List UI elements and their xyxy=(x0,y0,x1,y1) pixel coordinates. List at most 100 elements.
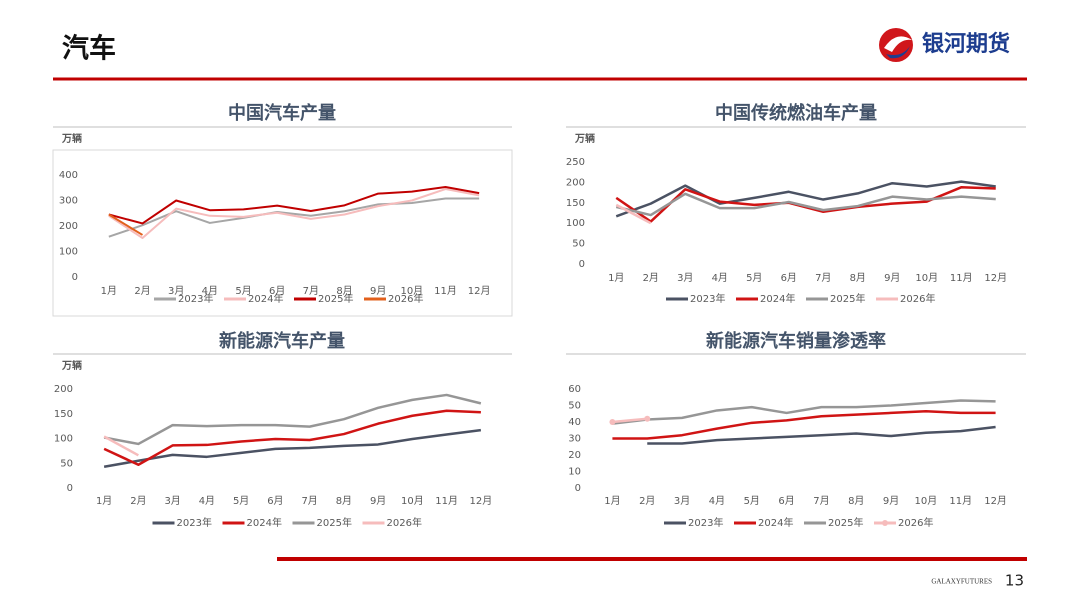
series-line xyxy=(103,435,139,457)
y-tick-label: 20 xyxy=(568,450,581,461)
x-tick-label: 7月 xyxy=(303,285,319,297)
series-line xyxy=(108,188,480,239)
legend-label: 2025年 xyxy=(830,292,865,305)
y-tick-label: 0 xyxy=(72,272,78,283)
chart-title: 新能源汽车销量渗透率 xyxy=(706,330,886,352)
chart-frame xyxy=(52,149,513,317)
x-tick-label: 3月 xyxy=(677,272,693,284)
x-tick-label: 9月 xyxy=(884,272,900,284)
y-tick-label: 100 xyxy=(54,434,73,445)
y-tick-label: 0 xyxy=(575,483,581,494)
legend-marker xyxy=(882,520,888,526)
legend-label: 2023年 xyxy=(177,516,212,529)
x-tick-label: 10月 xyxy=(915,495,938,507)
legend-label: 2026年 xyxy=(387,516,422,529)
x-tick-label: 11月 xyxy=(950,272,973,284)
x-tick-label: 2月 xyxy=(134,285,150,297)
y-tick-label: 200 xyxy=(59,221,78,232)
footer-brand: GALAXYFUTURES xyxy=(931,578,992,586)
legend-label: 2025年 xyxy=(828,516,863,529)
y-tick-label: 100 xyxy=(566,218,585,229)
series-line xyxy=(103,393,482,446)
x-tick-label: 12月 xyxy=(984,272,1007,284)
y-tick-label: 150 xyxy=(54,409,73,420)
x-tick-label: 4月 xyxy=(199,495,215,507)
y-tick-label: 250 xyxy=(566,157,585,168)
series-line xyxy=(108,185,480,225)
y-axis-label: 万辆 xyxy=(61,359,82,372)
x-tick-label: 3月 xyxy=(674,495,690,507)
logo-icon xyxy=(879,28,913,62)
legend-label: 2026年 xyxy=(900,292,935,305)
x-tick-label: 6月 xyxy=(267,495,283,507)
y-tick-label: 200 xyxy=(54,384,73,395)
series-line xyxy=(103,428,482,468)
x-tick-label: 6月 xyxy=(269,285,285,297)
chart-title: 中国传统燃油车产量 xyxy=(715,102,877,124)
y-tick-label: 50 xyxy=(568,401,581,412)
legend-label: 2024年 xyxy=(760,292,795,305)
legend-label: 2025年 xyxy=(318,292,353,305)
x-tick-label: 7月 xyxy=(301,495,317,507)
x-tick-label: 12月 xyxy=(984,495,1007,507)
series-line xyxy=(612,417,648,424)
legend-label: 2026年 xyxy=(898,516,933,529)
y-tick-label: 10 xyxy=(568,467,581,478)
x-tick-label: 7月 xyxy=(813,495,829,507)
x-tick-label: 5月 xyxy=(746,272,762,284)
x-tick-label: 1月 xyxy=(608,272,624,284)
x-tick-label: 1月 xyxy=(96,495,112,507)
legend-label: 2024年 xyxy=(248,292,283,305)
y-tick-label: 60 xyxy=(568,384,581,395)
x-tick-label: 8月 xyxy=(336,495,352,507)
y-tick-label: 40 xyxy=(568,417,581,428)
legend-label: 2023年 xyxy=(690,292,725,305)
y-tick-label: 50 xyxy=(572,239,585,250)
x-tick-label: 9月 xyxy=(883,495,899,507)
series-line xyxy=(647,425,996,445)
y-tick-label: 400 xyxy=(59,170,78,181)
x-tick-label: 8月 xyxy=(850,272,866,284)
x-tick-label: 5月 xyxy=(235,285,251,297)
x-tick-label: 5月 xyxy=(744,495,760,507)
x-tick-label: 3月 xyxy=(168,285,184,297)
series-line xyxy=(103,409,481,466)
x-tick-label: 2月 xyxy=(643,272,659,284)
series-marker xyxy=(609,419,616,425)
series-line xyxy=(612,410,996,440)
legend-label: 2024年 xyxy=(247,516,282,529)
x-tick-label: 10月 xyxy=(400,285,423,297)
x-tick-label: 4月 xyxy=(709,495,725,507)
y-axis-label: 万辆 xyxy=(574,132,595,145)
x-tick-label: 4月 xyxy=(712,272,728,284)
y-tick-label: 300 xyxy=(59,196,78,207)
legend-label: 2024年 xyxy=(758,516,793,529)
series-line xyxy=(612,399,996,425)
x-tick-label: 10月 xyxy=(915,272,938,284)
x-tick-label: 5月 xyxy=(233,495,249,507)
series-line xyxy=(108,213,144,236)
x-tick-label: 1月 xyxy=(604,495,620,507)
y-tick-label: 0 xyxy=(579,259,585,270)
legend-label: 2026年 xyxy=(388,292,423,305)
x-tick-label: 12月 xyxy=(470,495,493,507)
x-tick-label: 8月 xyxy=(336,285,352,297)
x-tick-label: 1月 xyxy=(101,285,117,297)
x-tick-label: 12月 xyxy=(468,285,491,297)
logo-text: 银河期货 xyxy=(922,31,1010,57)
y-tick-label: 100 xyxy=(59,247,78,258)
y-tick-label: 30 xyxy=(568,434,581,445)
series-line xyxy=(615,203,652,225)
legend-label: 2023年 xyxy=(178,292,213,305)
series-line xyxy=(108,197,480,238)
y-tick-label: 150 xyxy=(566,198,585,209)
legend-label: 2023年 xyxy=(688,516,723,529)
series-marker xyxy=(644,415,651,422)
x-tick-label: 9月 xyxy=(370,495,386,507)
y-axis-label: 万辆 xyxy=(61,132,82,145)
x-tick-label: 2月 xyxy=(130,495,146,507)
chart-title: 中国汽车产量 xyxy=(228,102,336,124)
x-tick-label: 6月 xyxy=(781,272,797,284)
x-tick-label: 8月 xyxy=(848,495,864,507)
